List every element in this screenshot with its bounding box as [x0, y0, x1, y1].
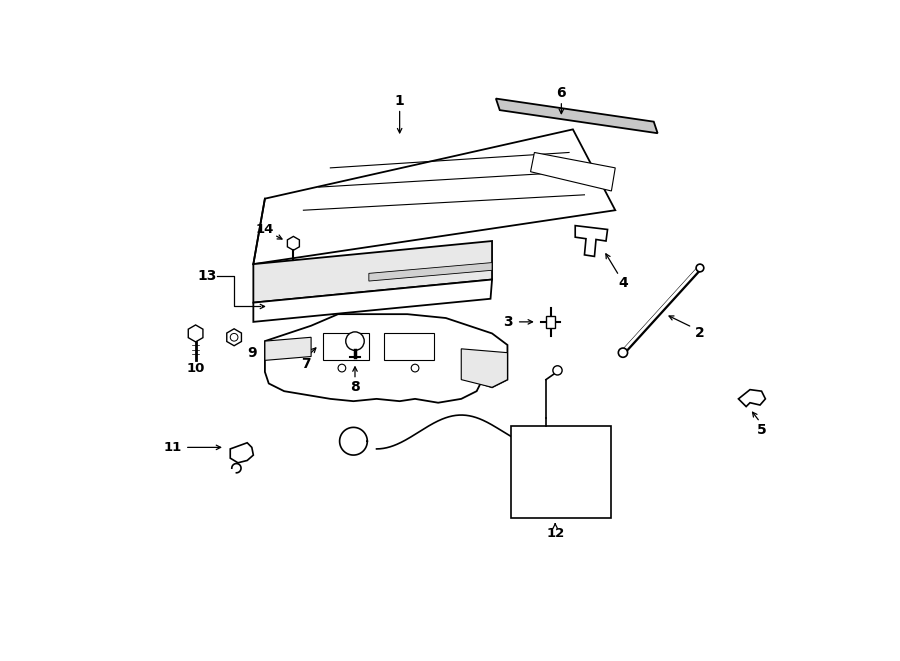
Text: 12: 12 — [546, 527, 564, 540]
Polygon shape — [265, 314, 508, 403]
Text: 8: 8 — [350, 380, 360, 395]
Text: 5: 5 — [757, 422, 767, 437]
Polygon shape — [227, 329, 241, 346]
Circle shape — [618, 348, 627, 358]
Polygon shape — [254, 130, 616, 264]
Circle shape — [338, 364, 346, 372]
Polygon shape — [369, 262, 492, 281]
Circle shape — [411, 364, 418, 372]
Polygon shape — [530, 153, 616, 191]
Text: 13: 13 — [197, 268, 217, 283]
Text: 11: 11 — [164, 441, 182, 454]
FancyBboxPatch shape — [322, 333, 369, 360]
FancyBboxPatch shape — [546, 316, 555, 328]
Polygon shape — [496, 98, 658, 134]
Polygon shape — [230, 443, 254, 463]
Polygon shape — [254, 241, 492, 303]
Circle shape — [696, 264, 704, 272]
Polygon shape — [738, 389, 765, 407]
Text: 10: 10 — [186, 362, 205, 375]
Circle shape — [230, 333, 238, 341]
Text: 4: 4 — [618, 276, 628, 290]
Polygon shape — [254, 280, 492, 322]
Circle shape — [553, 366, 562, 375]
Text: 1: 1 — [395, 94, 404, 108]
Polygon shape — [461, 349, 508, 387]
Circle shape — [346, 332, 365, 350]
FancyBboxPatch shape — [384, 333, 435, 360]
Polygon shape — [287, 237, 300, 251]
Text: 2: 2 — [695, 327, 705, 340]
Text: 6: 6 — [556, 86, 566, 100]
FancyBboxPatch shape — [511, 426, 611, 518]
Text: 9: 9 — [247, 346, 256, 360]
Polygon shape — [188, 325, 202, 342]
Text: 3: 3 — [502, 315, 512, 329]
Text: 7: 7 — [301, 357, 310, 371]
Text: 14: 14 — [256, 223, 274, 236]
Polygon shape — [265, 337, 311, 360]
Polygon shape — [575, 225, 608, 256]
